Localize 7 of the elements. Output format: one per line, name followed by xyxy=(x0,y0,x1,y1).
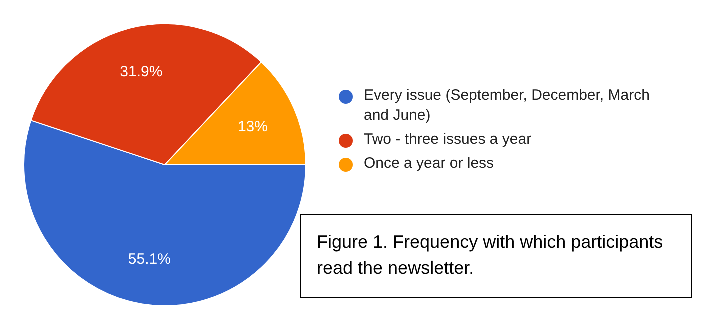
legend-label: Every issue (September, December, March and June) xyxy=(364,86,651,126)
legend-label: Two - three issues a year xyxy=(364,130,532,150)
data-label: 31.9% xyxy=(120,64,163,81)
legend-label: Once a year or less xyxy=(364,154,494,174)
data-label: 13% xyxy=(238,118,268,136)
caption: Figure 1. Frequency with which participants read the newsletter. xyxy=(300,214,692,298)
data-label: 55.1% xyxy=(128,251,171,268)
